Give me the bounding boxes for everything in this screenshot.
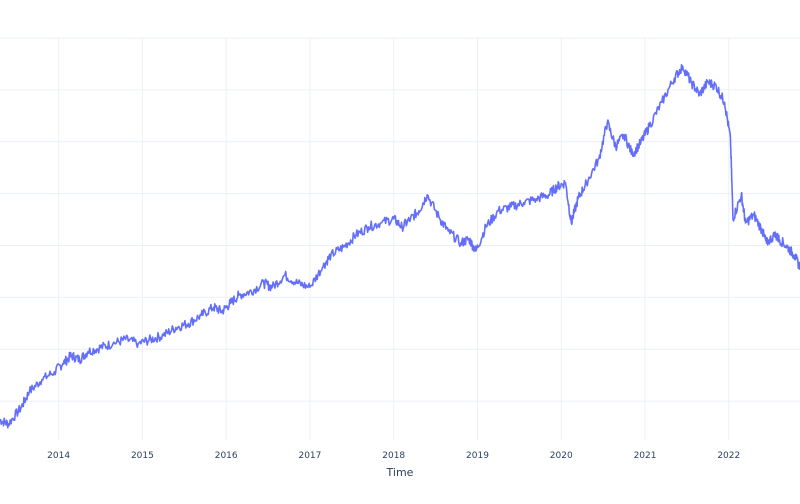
series-line-0: [0, 63, 800, 429]
x-tick-labels: 2014 2015 2016 2017 2018 2019 2020 2021 2022: [47, 451, 740, 461]
series-layer: [0, 63, 800, 429]
x-tick-label: 2021: [634, 451, 657, 461]
x-tick-label: 2018: [382, 451, 405, 461]
x-tick-label: 2014: [47, 451, 70, 461]
x-tick-label: 2019: [466, 451, 489, 461]
gridlines: [0, 37, 800, 440]
x-tick-label: 2020: [550, 451, 573, 461]
x-axis-title: Time: [386, 466, 414, 479]
x-tick-label: 2017: [298, 451, 321, 461]
x-tick-label: 2015: [131, 451, 154, 461]
x-tick-label: 2016: [215, 451, 238, 461]
x-tick-label: 2022: [717, 451, 740, 461]
